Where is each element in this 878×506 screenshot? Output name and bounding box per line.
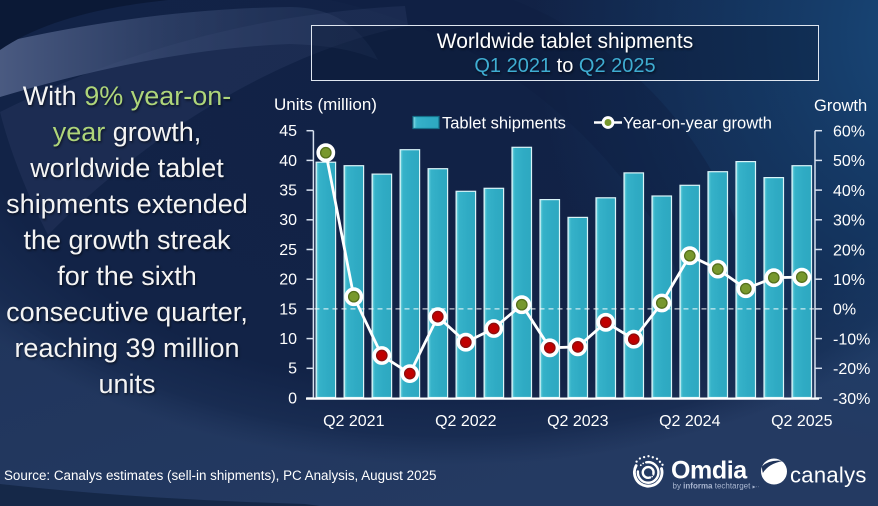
svg-text:-10%: -10% <box>833 331 870 348</box>
svg-text:-20%: -20% <box>833 361 870 378</box>
svg-text:40: 40 <box>279 153 297 170</box>
svg-text:Units (million): Units (million) <box>274 95 377 114</box>
svg-text:Q2 2022: Q2 2022 <box>435 413 496 430</box>
svg-text:0: 0 <box>288 390 297 407</box>
svg-text:40%: 40% <box>833 183 865 200</box>
svg-text:10: 10 <box>279 331 297 348</box>
svg-text:30%: 30% <box>833 213 865 230</box>
svg-text:canalys: canalys <box>790 463 867 488</box>
svg-text:10%: 10% <box>833 272 865 289</box>
svg-text:15: 15 <box>279 301 297 318</box>
svg-text:Q2 2024: Q2 2024 <box>659 413 720 430</box>
svg-text:Omdia: Omdia <box>671 457 748 485</box>
svg-text:Q2 2023: Q2 2023 <box>547 413 608 430</box>
svg-text:0%: 0% <box>833 302 856 319</box>
svg-text:Q2 2025: Q2 2025 <box>771 413 832 430</box>
svg-text:Q2 2021: Q2 2021 <box>323 413 384 430</box>
svg-text:Tablet shipments: Tablet shipments <box>442 115 566 133</box>
svg-text:-30%: -30% <box>833 391 870 408</box>
svg-text:20: 20 <box>279 272 297 289</box>
svg-text:5: 5 <box>288 361 297 378</box>
svg-text:25: 25 <box>279 242 297 259</box>
svg-text:Year-on-year growth: Year-on-year growth <box>623 115 772 133</box>
svg-text:Growth: Growth <box>814 97 867 115</box>
svg-text:35: 35 <box>279 183 297 200</box>
svg-text:45: 45 <box>279 123 297 140</box>
svg-text:60%: 60% <box>833 124 865 141</box>
svg-text:by informa techtarget ▸··: by informa techtarget ▸·· <box>673 482 760 491</box>
svg-text:30: 30 <box>279 212 297 229</box>
svg-text:50%: 50% <box>833 153 865 170</box>
svg-text:20%: 20% <box>833 242 865 259</box>
